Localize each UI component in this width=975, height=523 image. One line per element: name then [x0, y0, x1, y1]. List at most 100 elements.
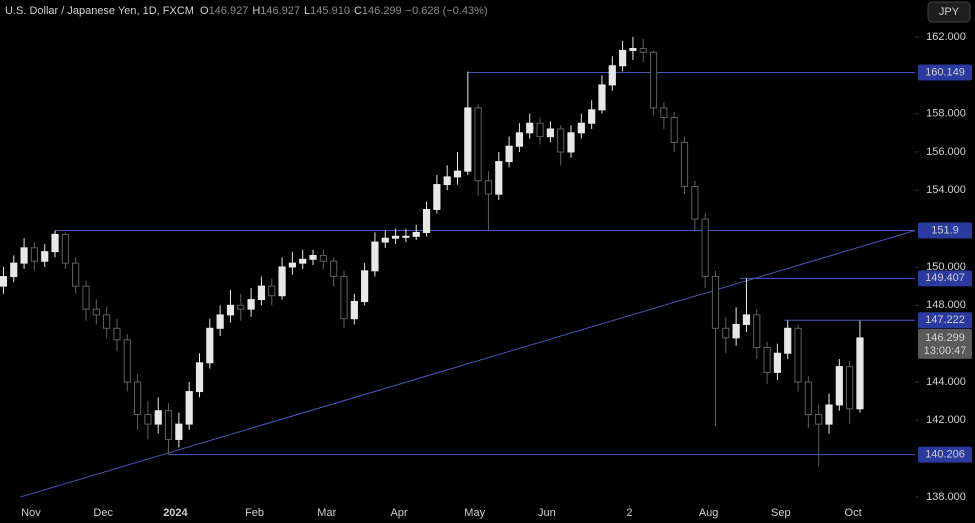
price-badge [918, 328, 972, 359]
candle-body [361, 270, 369, 302]
candle-body [577, 122, 585, 134]
ohlc-l: 145.910 [310, 5, 350, 17]
candle-body [381, 237, 389, 243]
candle-body [691, 185, 699, 220]
price-label: 146.299 [925, 332, 965, 344]
candle-body [835, 366, 843, 406]
candle-body [330, 260, 338, 278]
candle-body [103, 314, 111, 329]
x-tick-label: Sep [771, 507, 791, 519]
candle-body [206, 327, 214, 364]
candle-body [51, 233, 59, 253]
chart-title: U.S. Dollar / Japanese Yen, 1D, FXCM [5, 5, 194, 17]
candle-body [815, 414, 823, 425]
candle-body [154, 410, 162, 425]
y-tick-label: 162.000 [926, 31, 966, 43]
candle-body [195, 362, 204, 393]
candle-body [278, 266, 286, 297]
candle-body [10, 262, 18, 278]
ohlc-l-label: L [304, 5, 310, 17]
candle-body [825, 404, 833, 425]
y-tick-label: 156.000 [926, 146, 966, 158]
candle-body [0, 276, 8, 287]
candle-body [784, 327, 792, 354]
level-badge [918, 312, 972, 329]
candle-body [309, 254, 317, 260]
ohlc-o-label: O [200, 5, 209, 17]
candle-body [670, 116, 678, 143]
candle-body [82, 285, 90, 310]
currency-button[interactable] [927, 1, 971, 23]
candle-body [649, 51, 658, 109]
candle-body [412, 231, 420, 237]
candle-body [402, 235, 410, 238]
candle-body [257, 285, 266, 301]
candle-body [505, 145, 513, 163]
candle-body [443, 176, 451, 186]
candle-body [629, 47, 637, 51]
y-tick-label: 154.000 [926, 184, 966, 196]
candle-body [484, 180, 493, 195]
candle-body [123, 339, 131, 383]
countdown-label: 13:00:47 [924, 345, 967, 357]
candle-body [567, 132, 575, 153]
candle-body [526, 122, 534, 134]
candle-body [732, 323, 740, 339]
level-badge [918, 446, 972, 463]
ohlc-c: 146.299 [362, 5, 402, 17]
level-badge [918, 64, 972, 81]
candle-body [391, 235, 400, 239]
x-tick-label: Apr [390, 507, 407, 519]
candle-body [464, 107, 472, 172]
ohlc-h-label: H [252, 5, 260, 17]
x-tick-label: Mar [317, 507, 336, 519]
level-label: 149.407 [925, 272, 965, 284]
candle-body [319, 254, 327, 262]
candle-body [350, 300, 358, 320]
candle-body [288, 262, 296, 268]
candle-body [72, 262, 80, 287]
candle-body [546, 128, 554, 138]
level-label: 140.206 [925, 449, 965, 461]
currency-label[interactable]: JPY [939, 6, 960, 18]
candle-body [588, 109, 596, 124]
candle-body [61, 233, 69, 264]
candle-body [742, 314, 751, 325]
candle-body [299, 258, 307, 264]
candle-body [753, 314, 761, 348]
candle-body [185, 391, 193, 425]
candle-body [660, 107, 668, 118]
ohlc-legend: O146.927 H146.927 L145.910 C146.299 −0.628 (… [200, 5, 488, 17]
candle-body [453, 170, 462, 178]
candle-body [144, 414, 152, 425]
candle-body [113, 327, 121, 341]
candle-body [495, 161, 503, 195]
x-tick-label: 2024 [163, 507, 188, 519]
candle-body [422, 208, 431, 233]
candle-body [474, 107, 482, 182]
candle-body [680, 141, 689, 187]
x-tick-label: Feb [245, 507, 264, 519]
candle-body [30, 247, 38, 262]
candle-body [515, 132, 524, 147]
x-tick-label: May [464, 507, 485, 519]
candle-body [711, 276, 720, 329]
candle-body [598, 84, 606, 111]
y-tick-label: 158.000 [926, 108, 966, 120]
candle-body [804, 381, 812, 416]
candle-body [164, 410, 173, 440]
candle-body [237, 304, 245, 310]
candle-body [340, 276, 348, 320]
level-label: 151.9 [931, 224, 959, 236]
candle-body [226, 304, 235, 316]
candle-body [371, 241, 379, 272]
candle-body [856, 337, 864, 410]
candle-body [433, 184, 441, 210]
ohlc-h: 146.927 [260, 5, 300, 17]
candle-body [92, 308, 100, 316]
candle-body [846, 366, 854, 410]
candle-body [175, 423, 183, 440]
x-tick-label: Aug [699, 507, 719, 519]
level-badge [918, 270, 972, 287]
